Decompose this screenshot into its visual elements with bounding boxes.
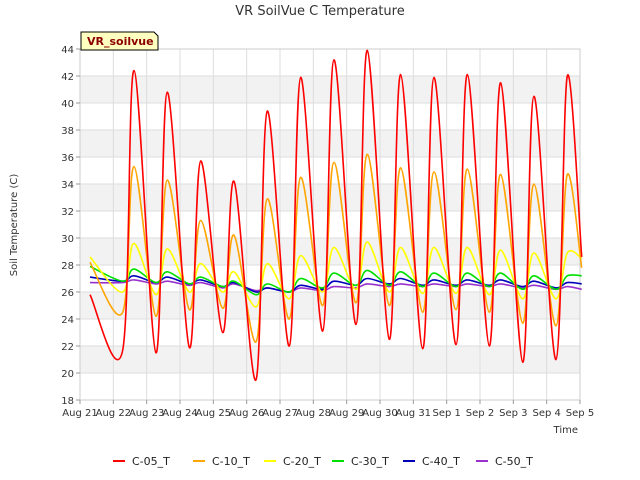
y-tick-label: 30 [61, 234, 74, 245]
y-axis-label: Soil Temperature (C) [9, 174, 20, 277]
x-tick-label: Aug 21 [62, 408, 97, 419]
y-tick-label: 20 [61, 369, 74, 380]
y-axis-ticks: 18 20 22 24 26 28 30 32 34 36 38 40 42 44 [61, 45, 80, 407]
y-tick-label: 34 [61, 180, 74, 191]
plot-band [80, 319, 580, 346]
legend-label: C-40_T [422, 455, 460, 468]
x-tick-label: Aug 29 [329, 408, 364, 419]
series-line-c-05-t [89, 49, 583, 381]
y-tick-label: 44 [61, 45, 74, 56]
series-line-c-50-t [89, 279, 582, 293]
y-tick-label: 32 [61, 207, 74, 218]
legend: C-05_T C-10_T C-20_T C-30_T C-40_T C-50_T [113, 455, 533, 468]
y-tick-label: 42 [61, 72, 74, 83]
x-tick-label: Sep 1 [432, 408, 460, 419]
legend-label: C-20_T [283, 455, 321, 468]
y-tick-label: 38 [61, 126, 74, 137]
x-tick-label: Aug 25 [196, 408, 231, 419]
chart-title: VR SoilVue C Temperature [235, 4, 404, 19]
y-tick-label: 28 [61, 261, 74, 272]
legend-label: C-10_T [212, 455, 250, 468]
plot-band [80, 49, 580, 76]
x-tick-label: Aug 24 [162, 408, 197, 419]
plot-band [80, 292, 580, 319]
x-tick-label: Aug 22 [96, 408, 131, 419]
plot-band [80, 211, 580, 238]
y-tick-label: 22 [61, 342, 74, 353]
x-tick-label: Aug 23 [129, 408, 164, 419]
site-badge-text: VR_soilvue [87, 35, 154, 48]
y-tick-label: 36 [61, 153, 74, 164]
series-line-c-10-t [89, 153, 583, 343]
plot-band [80, 157, 580, 184]
site-badge: VR_soilvue [80, 31, 159, 51]
x-tick-label: Sep 5 [566, 408, 594, 419]
y-tick-label: 40 [61, 99, 74, 110]
x-tick-label: Aug 26 [229, 408, 264, 419]
x-tick-label: Sep 4 [532, 408, 560, 419]
series-line-c-20-t [89, 241, 583, 308]
plot-band [80, 373, 580, 400]
x-tick-label: Aug 28 [296, 408, 331, 419]
legend-label: C-05_T [132, 455, 170, 468]
legend-label: C-30_T [351, 455, 389, 468]
x-tick-label: Sep 3 [499, 408, 527, 419]
y-tick-label: 26 [61, 288, 74, 299]
x-tick-label: Aug 27 [262, 408, 297, 419]
y-tick-label: 18 [61, 396, 74, 407]
legend-label: C-50_T [495, 455, 533, 468]
x-tick-label: Aug 30 [362, 408, 397, 419]
series-line-c-30-t [89, 265, 582, 296]
y-tick-label: 24 [61, 315, 74, 326]
plot-band [80, 346, 580, 373]
x-tick-label: Aug 31 [396, 408, 431, 419]
series-lines [89, 49, 583, 381]
x-tick-label: Sep 2 [466, 408, 494, 419]
x-axis-label: Time [553, 425, 578, 436]
